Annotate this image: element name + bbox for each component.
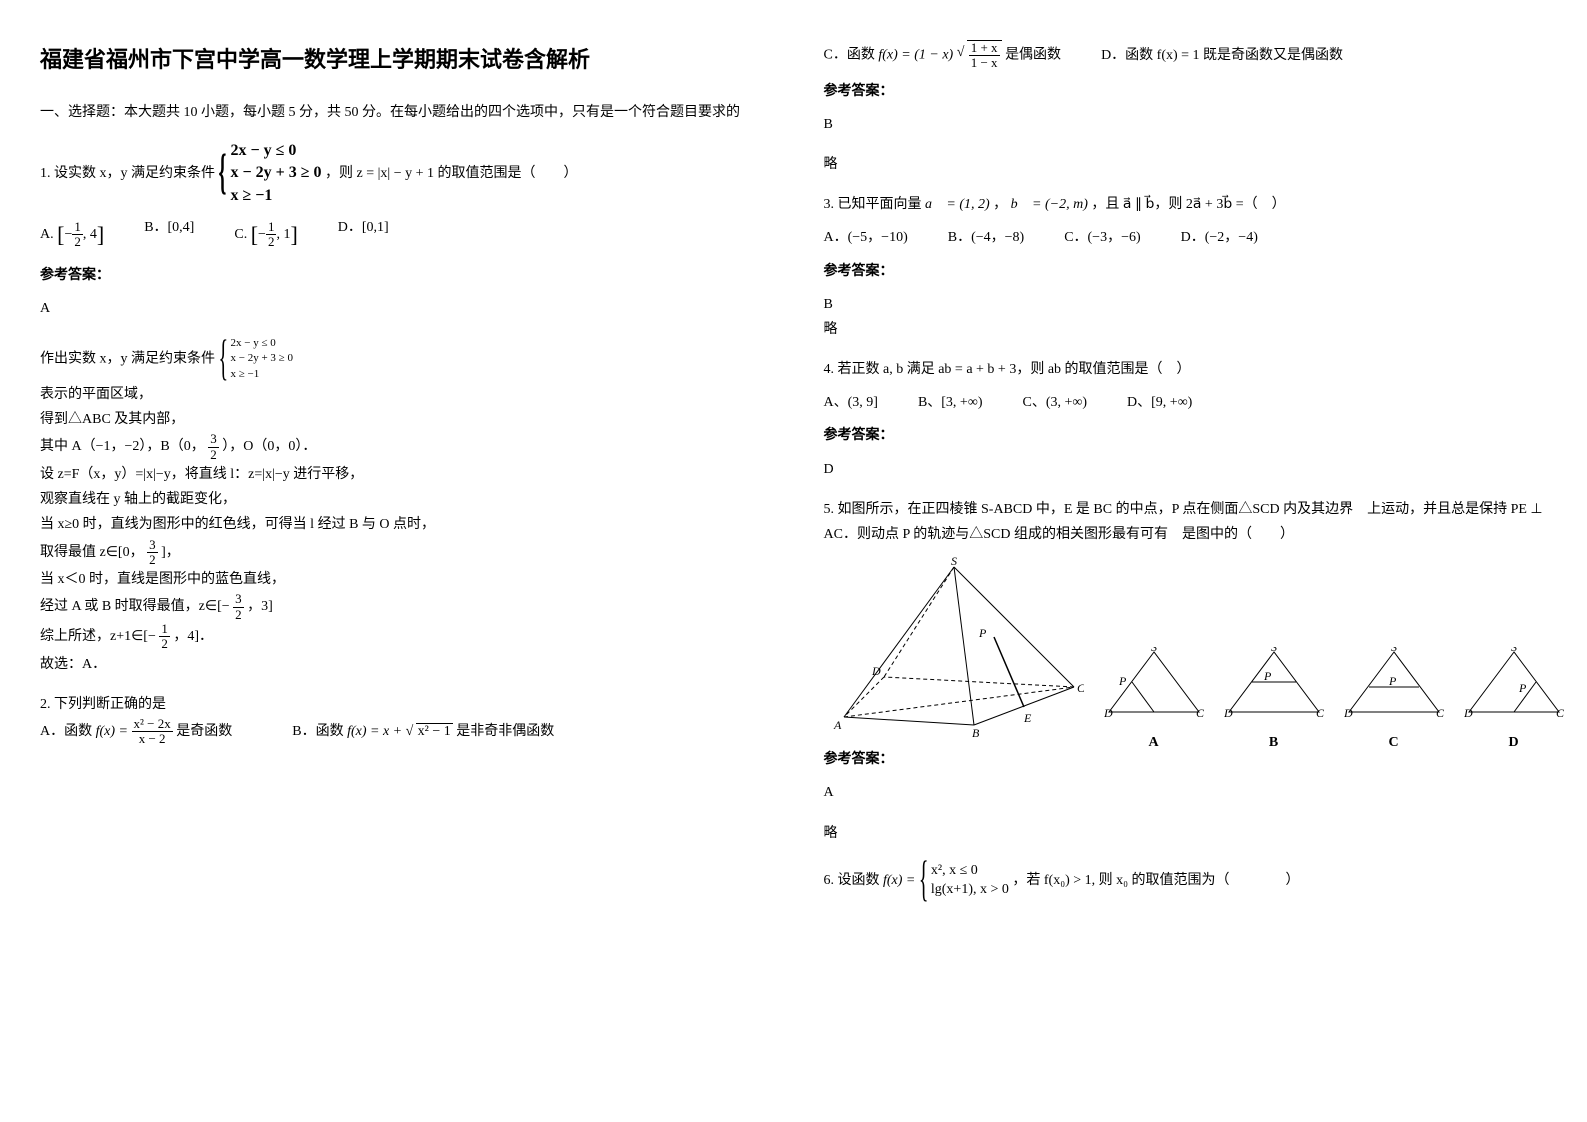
- svg-text:S: S: [1271, 647, 1277, 654]
- svg-text:D: D: [1344, 706, 1353, 717]
- q1-answer-label: 参考答案：: [40, 263, 764, 288]
- q6-system: x², x ≤ 0 lg(x+1), x > 0: [919, 861, 1009, 900]
- q5-opt-A-tri: SDC P A: [1104, 647, 1204, 737]
- svg-text:P: P: [1388, 674, 1397, 688]
- question-6: 6. 设函数 f(x) = x², x ≤ 0 lg(x+1), x > 0 ，…: [824, 861, 1548, 900]
- q1-solution: 作出实数 x，y 满足约束条件 2x − y ≤ 0 x − 2y + 3 ≥ …: [40, 336, 764, 677]
- svg-text:D: D: [1224, 706, 1233, 717]
- svg-text:S: S: [1391, 647, 1397, 654]
- q5-opt-B-tri: SDC P B: [1224, 647, 1324, 737]
- svg-text:D: D: [871, 664, 881, 678]
- q3-optB: B．(−4，−8): [948, 225, 1024, 250]
- q3-options: A．(−5，−10) B．(−4，−8) C．(−3，−6) D．(−2，−4): [824, 225, 1548, 250]
- q2-note: 略: [824, 152, 1548, 177]
- q1-options: A. [−12, 4] B．[0,4] C. [−12, 1] D．[0,1]: [40, 215, 764, 255]
- q1-optB: B．[0,4]: [144, 215, 194, 255]
- pyramid-diagram: S A B C D E P: [824, 557, 1084, 737]
- q2-optC: C．函数 f(x) = (1 − x) 1 + x1 − x 是偶函数: [824, 40, 1062, 71]
- svg-text:C: C: [1077, 681, 1084, 695]
- q4-answer: D: [824, 457, 1548, 482]
- q1-stem-suffix: ，则 z = |x| − y + 1 的取值范围是（ ）: [325, 166, 578, 181]
- q4-optC: C、(3, +∞): [1022, 390, 1087, 415]
- svg-text:S: S: [1511, 647, 1517, 654]
- svg-text:C: C: [1196, 706, 1204, 717]
- svg-text:P: P: [1263, 669, 1272, 683]
- right-column: C．函数 f(x) = (1 − x) 1 + x1 − x 是偶函数 D．函数…: [824, 40, 1548, 915]
- svg-text:P: P: [978, 626, 987, 640]
- q3-note: 略: [824, 317, 1548, 342]
- question-2-cont: C．函数 f(x) = (1 − x) 1 + x1 − x 是偶函数 D．函数…: [824, 40, 1548, 177]
- svg-text:E: E: [1023, 711, 1032, 725]
- q1-system: 2x − y ≤ 0 x − 2y + 3 ≥ 0 x ≥ −1: [219, 140, 322, 207]
- q1-stem-prefix: 1. 设实数 x，y 满足约束条件: [40, 166, 215, 181]
- page-title: 福建省福州市下宫中学高一数学理上学期期末试卷含解析: [40, 40, 764, 80]
- q4-options: A、(3, 9] B、[3, +∞) C、(3, +∞) D、[9, +∞): [824, 390, 1548, 415]
- q5-opt-C-tri: SDC P C: [1344, 647, 1444, 737]
- q4-optB: B、[3, +∞): [918, 390, 983, 415]
- q1-answer: A: [40, 296, 764, 321]
- question-4: 4. 若正数 a, b 满足 ab = a + b + 3，则 ab 的取值范围…: [824, 357, 1548, 482]
- section-intro: 一、选择题：本大题共 10 小题，每小题 5 分，共 50 分。在每小题给出的四…: [40, 100, 764, 125]
- svg-text:C: C: [1556, 706, 1564, 717]
- q2-optB: B．函数 f(x) = x + x² − 1 是非奇非偶函数: [292, 719, 554, 744]
- q3-answer: B: [824, 292, 1548, 317]
- svg-text:P: P: [1118, 674, 1127, 688]
- q3-optC: C．(−3，−6): [1064, 225, 1140, 250]
- q3-optD: D．(−2，−4): [1181, 225, 1258, 250]
- q3-optA: A．(−5，−10): [824, 225, 908, 250]
- q5-answer: A: [824, 780, 1548, 805]
- question-1: 1. 设实数 x，y 满足约束条件 2x − y ≤ 0 x − 2y + 3 …: [40, 140, 764, 677]
- q4-answer-label: 参考答案：: [824, 423, 1548, 448]
- svg-text:B: B: [972, 726, 980, 737]
- q2-answer: B: [824, 112, 1548, 137]
- svg-text:P: P: [1518, 681, 1527, 695]
- q2-optD: D．函数 f(x) = 1 既是奇函数又是偶函数: [1101, 43, 1343, 68]
- question-2: 2. 下列判断正确的是 A．函数 f(x) = x² − 2xx − 2 是奇函…: [40, 692, 764, 747]
- svg-text:S: S: [951, 557, 957, 568]
- svg-text:D: D: [1104, 706, 1113, 717]
- q1-optA: A. [−12, 4]: [40, 215, 104, 255]
- q2-optA: A．函数 f(x) = x² − 2xx − 2 是奇函数: [40, 717, 232, 747]
- svg-text:S: S: [1151, 647, 1157, 654]
- q3-answer-label: 参考答案：: [824, 259, 1548, 284]
- svg-text:D: D: [1464, 706, 1473, 717]
- q1-optC: C. [−12, 1]: [234, 215, 297, 255]
- q1-optD: D．[0,1]: [338, 215, 389, 255]
- question-3: 3. 已知平面向量 a⃗ = (1, 2) ， b⃗ = (−2, m) ，且 …: [824, 192, 1548, 342]
- svg-text:A: A: [833, 718, 842, 732]
- q5-opt-D-tri: SDC P D: [1464, 647, 1564, 737]
- q1-sol-system: 2x − y ≤ 0 x − 2y + 3 ≥ 0 x ≥ −1: [219, 336, 293, 382]
- left-column: 福建省福州市下宫中学高一数学理上学期期末试卷含解析 一、选择题：本大题共 10 …: [40, 40, 764, 915]
- q5-diagrams: S A B C D E P S D C P: [824, 557, 1548, 737]
- q4-optA: A、(3, 9]: [824, 390, 878, 415]
- question-5: 5. 如图所示，在正四棱锥 S-ABCD 中，E 是 BC 的中点，P 点在侧面…: [824, 497, 1548, 846]
- svg-text:C: C: [1436, 706, 1444, 717]
- q4-optD: D、[9, +∞): [1127, 390, 1192, 415]
- svg-text:C: C: [1316, 706, 1324, 717]
- q5-note: 略: [824, 821, 1548, 846]
- q2-answer-label: 参考答案：: [824, 79, 1548, 104]
